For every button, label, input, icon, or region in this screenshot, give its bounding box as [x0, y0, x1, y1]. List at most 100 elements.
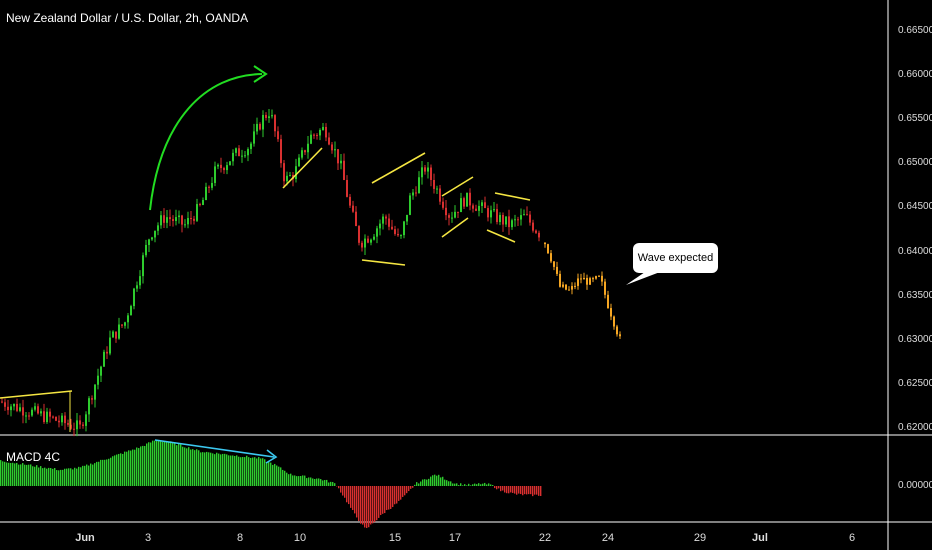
macd-tick-label: 0.00000 [898, 480, 932, 491]
candle-body [442, 201, 444, 208]
macd-bar [150, 442, 152, 486]
candle-body [169, 217, 171, 220]
macd-bar [368, 486, 370, 528]
candle-body [487, 208, 489, 218]
macd-bar [364, 486, 366, 528]
macd-bar [412, 486, 414, 488]
projection-body [586, 277, 588, 285]
candle-body [70, 424, 72, 429]
macd-bar [14, 463, 16, 486]
candle-body [319, 130, 321, 136]
macd-bar [204, 452, 206, 486]
candle-body [229, 161, 231, 166]
macd-bar [90, 463, 92, 486]
macd-bar [474, 483, 476, 486]
macd-bar [430, 476, 432, 486]
macd-bar [538, 486, 540, 496]
candle-body [52, 416, 54, 418]
candle-body [439, 188, 441, 202]
macd-bar [366, 486, 368, 529]
macd-bar [66, 468, 68, 486]
macd-bar [10, 462, 12, 486]
macd-bar [202, 452, 204, 486]
candle-body [313, 134, 315, 136]
macd-bar [228, 455, 230, 486]
time-tick-label: 8 [236, 532, 244, 544]
projection-body [598, 275, 600, 277]
macd-bar [492, 485, 494, 486]
candle-body [259, 123, 261, 130]
projection-body [595, 276, 597, 279]
candle-body [412, 192, 414, 196]
macd-bar [300, 476, 302, 486]
candle-body [217, 164, 219, 167]
macd-bar [348, 486, 350, 505]
macd-bar [240, 457, 242, 486]
macd-bar [398, 486, 400, 501]
wave-expected-callout: Wave expected [633, 243, 718, 273]
macd-bar [62, 469, 64, 486]
macd-bar [92, 464, 94, 486]
candle-body [235, 148, 237, 153]
candle-body [337, 149, 339, 164]
macd-bar [354, 486, 356, 514]
candle-body [388, 218, 390, 227]
projection-body [601, 275, 603, 282]
macd-bar [252, 457, 254, 486]
projection-body [619, 334, 621, 337]
macd-bar [160, 440, 162, 486]
macd-bar [48, 467, 50, 486]
macd-bar [486, 484, 488, 486]
time-tick-label: Jun [75, 532, 95, 544]
candle-body [322, 126, 324, 131]
projection-body [550, 253, 552, 262]
candle-body [340, 160, 342, 164]
time-tick-label: 24 [601, 532, 615, 544]
candle-body [88, 398, 90, 415]
candle-body [37, 406, 39, 414]
macd-bar [24, 464, 26, 486]
candle-body [469, 192, 471, 206]
macd-bar [32, 466, 34, 486]
macd-bar [158, 441, 160, 486]
time-tick-label: 22 [538, 532, 552, 544]
macd-bar [406, 486, 408, 494]
macd-bar [464, 484, 466, 486]
macd-bar [42, 468, 44, 486]
macd-bar [72, 469, 74, 486]
projection-body [556, 266, 558, 274]
macd-bar [410, 486, 412, 489]
macd-bar [438, 474, 440, 486]
macd-bar [344, 486, 346, 498]
macd-bar [316, 478, 318, 486]
price-tick-label: 0.63000 [898, 333, 932, 345]
macd-bar [166, 441, 168, 486]
macd-bar [400, 486, 402, 500]
candle-body [16, 403, 18, 411]
macd-bar [248, 457, 250, 486]
candle-body [445, 207, 447, 216]
candle-body [19, 407, 21, 411]
candle-body [298, 157, 300, 167]
macd-bar [238, 456, 240, 486]
macd-indicator-label[interactable]: MACD 4C [6, 450, 61, 464]
macd-bar [310, 477, 312, 486]
macd-bar [250, 457, 252, 486]
candle-body [301, 150, 303, 158]
macd-bar [60, 469, 62, 486]
macd-bar [130, 450, 132, 486]
macd-bar [442, 476, 444, 486]
macd-bar [444, 479, 446, 486]
candle-body [100, 366, 102, 376]
candle-body [502, 215, 504, 225]
candle-body [28, 415, 30, 417]
macd-bar [16, 462, 18, 486]
candle-body [202, 199, 204, 205]
candle-body [400, 235, 402, 237]
candle-body [463, 198, 465, 207]
macd-bar [346, 486, 348, 503]
candle-body [160, 215, 162, 226]
projection-body [610, 308, 612, 317]
macd-bar [108, 458, 110, 486]
